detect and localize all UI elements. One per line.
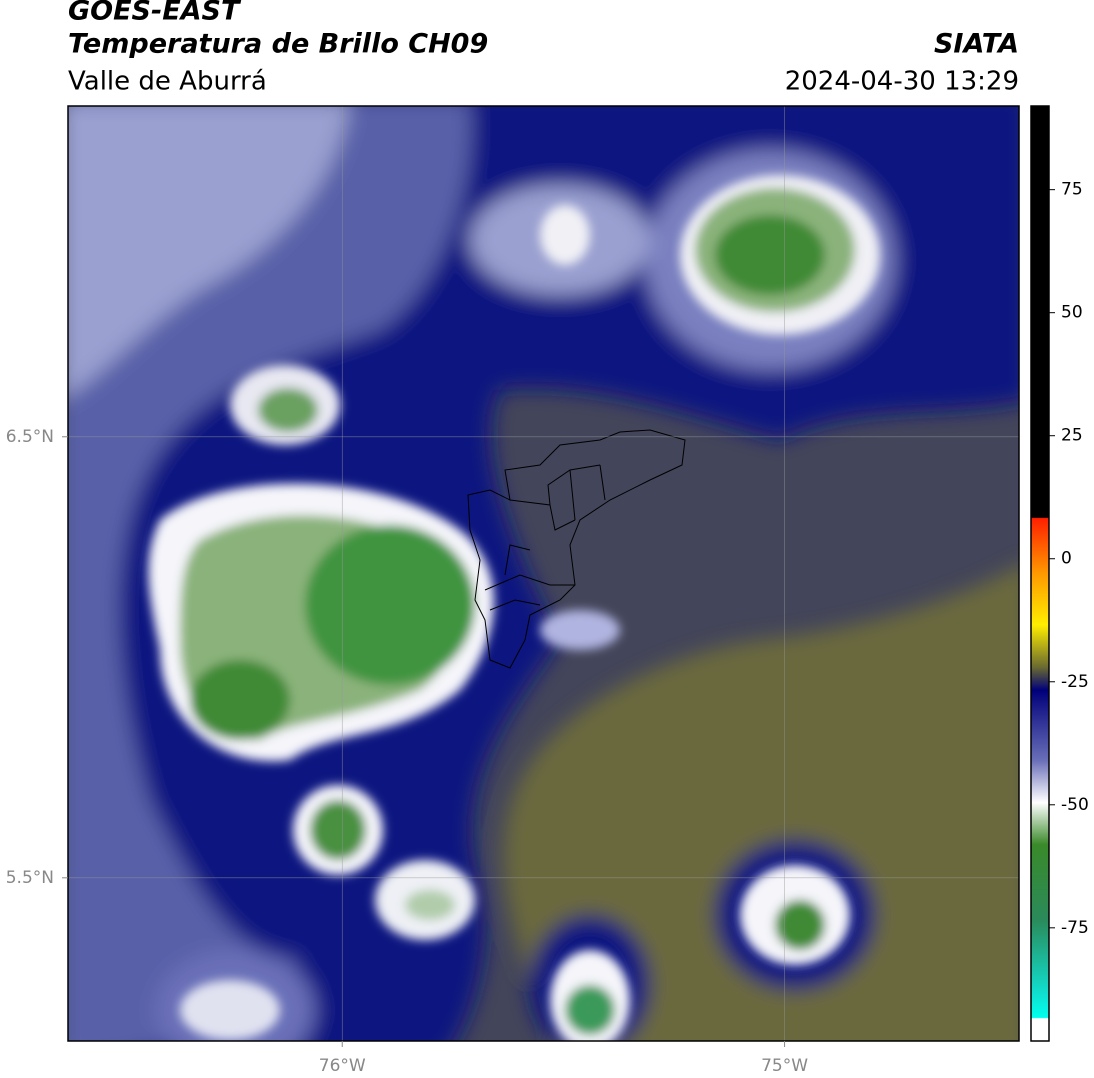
- y-tick-label: 6.5°N: [6, 427, 54, 447]
- x-tick-label: 76°W: [319, 1056, 366, 1076]
- x-tick-label: 75°W: [761, 1056, 808, 1076]
- source: SIATA: [934, 29, 1019, 60]
- region: Valle de Aburrá: [68, 67, 267, 97]
- municipality-boundaries: [467, 429, 686, 669]
- colorbar-tick-label: 25: [1061, 426, 1083, 446]
- colorbar-tick-label: -25: [1061, 672, 1089, 692]
- colorbar-tick-label: 50: [1061, 303, 1083, 323]
- colorbar-tick-label: 0: [1061, 549, 1072, 569]
- colorbar: [1030, 105, 1050, 1042]
- map-frame: [67, 105, 1020, 1042]
- title: GOES-EAST: [68, 0, 242, 27]
- grid: [68, 106, 1019, 1041]
- colorbar-tick-label: -50: [1061, 795, 1089, 815]
- satellite-image: [68, 106, 1019, 1041]
- colorbar-tick-label: -75: [1061, 918, 1089, 938]
- subtitle: Temperatura de Brillo CH09: [68, 29, 488, 60]
- datetime: 2024-04-30 13:29: [785, 67, 1019, 97]
- y-tick-label: 5.5°N: [6, 868, 54, 888]
- colorbar-tick-label: 75: [1061, 180, 1083, 200]
